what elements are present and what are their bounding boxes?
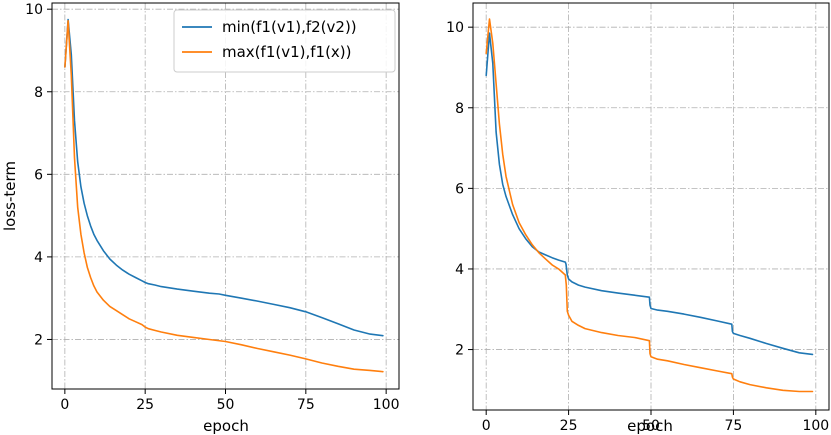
right-x-tick-label: 25 — [560, 418, 578, 434]
right-ticks: 0 25 50 75 100 2 4 6 8 10 — [446, 20, 829, 434]
left-y-tick-label: 2 — [34, 332, 43, 348]
left-x-tick-label: 75 — [297, 397, 315, 413]
right-series-group — [485, 18, 814, 393]
legend-label-min: min(f1(v1),f2(v2)) — [222, 18, 357, 36]
left-y-tick-label: 10 — [25, 2, 43, 18]
right-grid — [473, 3, 829, 410]
legend-label-max: max(f1(v1),f1(x)) — [222, 43, 352, 61]
left-ticks: 0 25 50 75 100 2 4 6 8 10 — [25, 2, 399, 413]
left-series-group — [64, 18, 384, 373]
left-x-tick-label: 100 — [373, 397, 400, 413]
right-x-tick-label: 0 — [482, 418, 491, 434]
left-y-tick-label: 8 — [34, 85, 43, 101]
right-y-tick-label: 2 — [455, 343, 464, 359]
left-series-line-blue — [64, 18, 384, 337]
right-y-tick-label: 4 — [455, 262, 464, 278]
right-series-line-blue — [485, 32, 814, 356]
right-x-tick-label: 100 — [802, 418, 829, 434]
right-x-tick-label: 75 — [724, 418, 742, 434]
legend: min(f1(v1),f2(v2)) max(f1(v1),f1(x)) — [173, 9, 396, 73]
left-y-tick-label: 6 — [34, 167, 43, 183]
left-x-axis-label: epoch — [203, 417, 249, 435]
right-chart-panel: 0 25 50 75 100 2 4 6 8 10 epoch — [446, 2, 830, 435]
right-x-axis-label: epoch — [627, 417, 673, 435]
left-y-axis-label: loss-term — [1, 161, 19, 231]
left-chart-panel: 0 25 50 75 100 2 4 6 8 10 epoch loss-term min(f1(… — [1, 2, 400, 435]
left-grid — [52, 3, 399, 389]
legend-box — [173, 9, 396, 73]
left-y-tick-label: 4 — [34, 250, 43, 266]
right-y-tick-label: 8 — [455, 101, 464, 117]
right-y-tick-label: 10 — [446, 20, 464, 36]
right-y-tick-label: 6 — [455, 181, 464, 197]
left-x-tick-label: 25 — [136, 397, 154, 413]
left-x-tick-label: 0 — [60, 397, 69, 413]
left-series-line-orange — [64, 19, 384, 373]
right-series-line-orange — [485, 18, 814, 393]
right-x-tick-label: 50 — [642, 418, 660, 434]
left-x-tick-label: 50 — [217, 397, 235, 413]
